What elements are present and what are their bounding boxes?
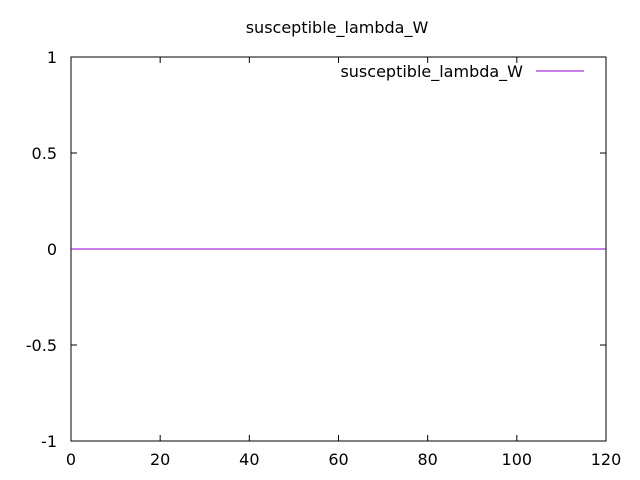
y-tick-label: 1 <box>47 48 57 67</box>
x-tick-label: 0 <box>66 450 76 469</box>
y-tick-label: -1 <box>41 432 57 451</box>
x-tick-label: 40 <box>239 450 259 469</box>
x-tick-label: 20 <box>150 450 170 469</box>
chart-title: susceptible_lambda_W <box>246 18 429 38</box>
legend-entry-label: susceptible_lambda_W <box>340 62 523 82</box>
legend: susceptible_lambda_W <box>340 62 584 82</box>
y-tick-label: 0 <box>47 240 57 259</box>
x-tick-label: 120 <box>591 450 622 469</box>
x-tick-label: 60 <box>328 450 348 469</box>
y-tick-label: 0.5 <box>32 144 57 163</box>
x-tick-label: 80 <box>417 450 437 469</box>
axis-tick-labels: 0 20 40 60 80 100 120 -1 -0.5 0 0.5 1 <box>26 48 621 469</box>
axis-ticks <box>70 56 607 442</box>
x-tick-label: 100 <box>502 450 533 469</box>
y-tick-label: -0.5 <box>26 336 57 355</box>
